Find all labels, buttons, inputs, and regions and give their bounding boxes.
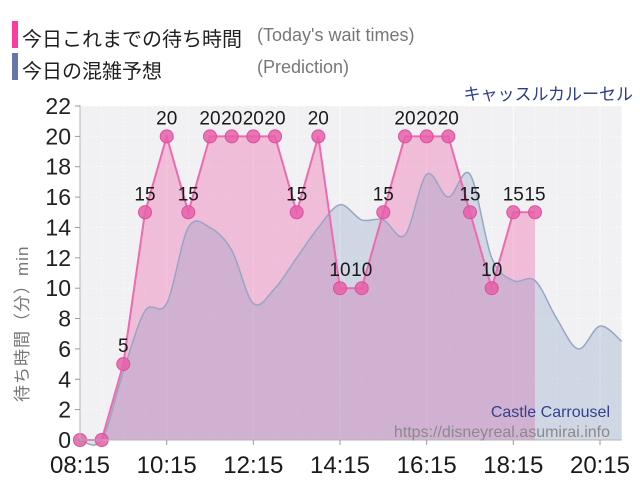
- today-point: [224, 129, 239, 144]
- y-axis-tick-label: 20: [45, 123, 71, 149]
- y-axis-tick-label: 6: [58, 336, 71, 362]
- plot-background: [80, 106, 622, 440]
- today-point: [333, 281, 347, 296]
- today-point: [354, 281, 369, 296]
- point-value-label: 15: [286, 184, 307, 205]
- point-value-label: 15: [459, 184, 480, 205]
- today-point: [159, 129, 174, 144]
- x-axis-tick-label: 18:15: [483, 452, 543, 479]
- y-axis-tick-label: 2: [58, 397, 71, 423]
- point-value-label: 10: [351, 260, 372, 281]
- point-value-label: 15: [178, 184, 199, 205]
- y-axis-tick-label: 18: [45, 154, 71, 180]
- point-value-label: 10: [481, 260, 502, 281]
- x-axis-tick-label: 20:15: [570, 452, 630, 479]
- y-axis-tick-label: 16: [45, 184, 71, 210]
- prediction-line: [79, 171, 623, 446]
- x-axis-tick-label: 10:15: [137, 452, 197, 479]
- attraction-title: キャッスルカルーセル: [463, 85, 634, 104]
- legend-swatch-today-icon: [12, 21, 18, 48]
- today-point: [398, 129, 412, 144]
- point-value-label: 20: [438, 108, 459, 129]
- point-value-label: 20: [199, 108, 220, 129]
- watermark-attraction-name: Castle Carrousel: [490, 404, 610, 421]
- x-axis-tick-label: 14:15: [310, 452, 370, 479]
- point-value-label: 20: [221, 108, 242, 129]
- today-point: [116, 357, 131, 372]
- today-point: [484, 281, 499, 296]
- point-value-label: 20: [243, 108, 264, 129]
- point-value-label: 5: [118, 336, 129, 357]
- today-point: [203, 129, 217, 144]
- legend-sublabel-prediction: (Prediction): [257, 57, 350, 77]
- y-axis-tick-label: 4: [58, 366, 71, 392]
- y-axis-tick-label: 10: [45, 275, 71, 301]
- x-axis-tick-label: 12:15: [223, 452, 283, 479]
- point-value-label: 10: [329, 260, 350, 281]
- watermark-site-url: https://disneyreal.asumirai.info: [393, 424, 610, 441]
- today-point: [463, 205, 477, 220]
- y-axis-tick-label: 14: [45, 215, 71, 241]
- today-point: [441, 129, 456, 144]
- today-point: [268, 129, 282, 144]
- point-value-label: 20: [308, 108, 329, 129]
- point-value-label: 15: [524, 184, 545, 205]
- legend-sublabel-today: (Today's wait times): [257, 25, 415, 45]
- y-axis-tick-label: 0: [58, 427, 71, 453]
- today-point: [311, 129, 326, 144]
- point-value-label: 20: [416, 108, 437, 129]
- legend-label-prediction: 今日の混雑予想: [22, 61, 162, 83]
- x-axis-tick-label: 08:15: [50, 452, 110, 479]
- y-axis-tick-label: 22: [45, 93, 71, 119]
- today-point: [246, 129, 261, 144]
- legend-swatch-prediction-icon: [12, 53, 18, 80]
- point-value-label: 20: [394, 108, 415, 129]
- today-point: [289, 205, 304, 220]
- today-point: [376, 205, 391, 220]
- today-line: [80, 132, 535, 441]
- legend-label-today: 今日これまでの待ち時間: [22, 29, 242, 51]
- point-value-label: 20: [156, 108, 177, 129]
- point-value-label: 15: [373, 184, 394, 205]
- point-value-label: 15: [134, 184, 155, 205]
- point-value-label: 15: [503, 184, 524, 205]
- x-axis-tick-label: 16:15: [397, 452, 457, 479]
- point-value-label: 20: [264, 108, 285, 129]
- today-point: [419, 129, 434, 144]
- today-point: [181, 205, 196, 220]
- today-point: [138, 205, 152, 220]
- today-point: [528, 205, 542, 220]
- y-axis-tick-label: 12: [45, 245, 71, 271]
- today-point: [506, 205, 521, 220]
- y-axis-tick-label: 8: [58, 306, 71, 332]
